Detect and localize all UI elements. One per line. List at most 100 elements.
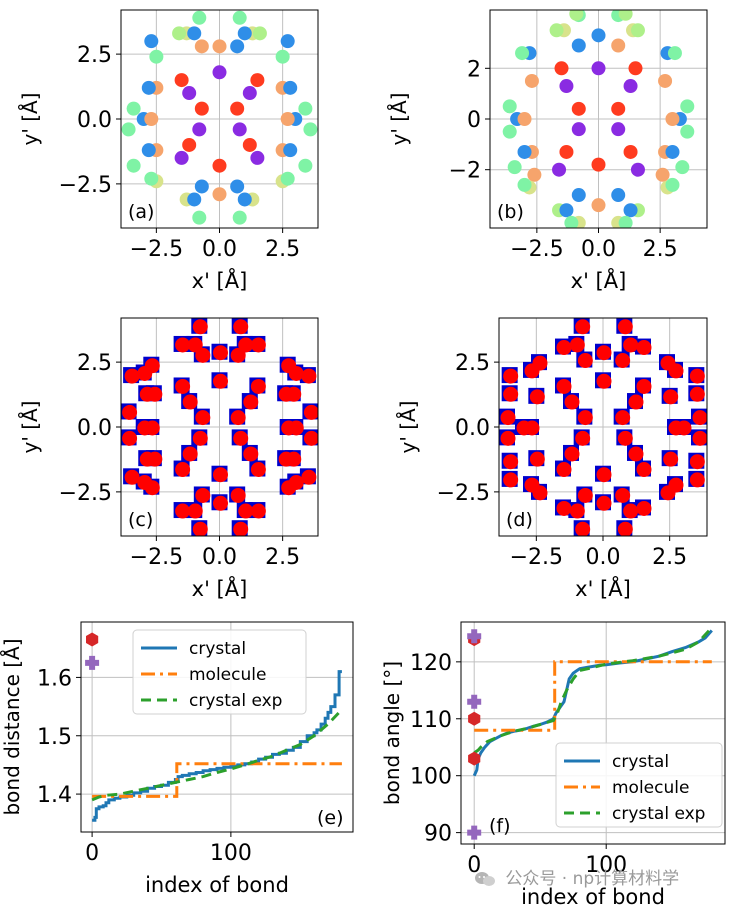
chart-panel-1: −2.5 0.0 2.5 −2 0 2 x' [Å] y' [Å] (b) [387,9,708,293]
predicted-dot [233,319,249,335]
scatter-point [667,46,682,61]
predicted-dot [689,472,705,488]
scatter-point [559,79,574,94]
predicted-dot [182,446,198,462]
predicted-dot [628,394,644,410]
scatter-point [242,137,257,152]
series-line-crystal-exp [91,708,343,802]
scatter-point [144,171,159,186]
x-axis-label: x' [Å] [571,267,627,293]
scatter-point [144,112,159,126]
predicted-dot [532,355,548,371]
x-tick-label: 0.0 [581,237,616,262]
predicted-dot [615,353,631,369]
predicted-dot [233,430,249,446]
scatter-point [554,61,569,76]
y-tick-label: 120 [410,651,452,676]
y-tick-label: 2 [467,57,481,82]
scatter-point [611,188,626,203]
scatter-point [571,188,586,203]
series-line-crystal-exp [473,626,713,755]
predicted-dot [596,373,612,389]
scatter-point [212,158,227,173]
scatter-point [283,80,298,95]
predicted-dot [250,462,266,478]
predicted-dot [301,368,317,384]
y-tick-label: 110 [410,708,452,733]
scatter-point [630,23,645,38]
scatter-point [230,179,245,194]
predicted-dot [122,404,138,420]
plot-area [499,318,707,536]
legend: crystal molecule crystal exp [555,742,723,828]
hexagon-marker [86,632,99,647]
predicted-dot [195,410,211,426]
predicted-dot [230,347,246,363]
scatter-point [591,198,606,213]
panel-label: (e) [317,807,344,829]
predicted-dot [577,353,593,369]
scatter-point [618,10,633,21]
scatter-point [675,160,690,175]
predicted-dot [500,430,516,446]
legend-label: crystal exp [189,691,282,711]
scatter-point [144,34,159,49]
scatter-point [141,80,156,95]
predicted-dot [250,378,266,394]
hexagon-marker [468,711,481,726]
predicted-dot [124,368,140,384]
predicted-dot [524,420,540,436]
scatter-point [507,160,522,175]
scatter-point [141,143,156,158]
x-tick-label: 100 [210,841,252,866]
predicted-dot [615,487,631,503]
scatter-point [280,171,295,186]
scatter-point [126,101,141,116]
panel-label: (d) [506,509,533,531]
scatter-point [192,122,207,137]
scatter-point [212,65,227,80]
scatter-point [230,39,245,54]
y-tick-label: 2.5 [455,351,490,376]
chart-panel-4: crystal molecule crystal exp 0 100 1.4 1.5 1.6 i… [0,621,354,897]
plus-marker [85,655,100,670]
predicted-dot [192,521,208,536]
scatter-point [187,192,202,207]
y-axis-label: bond angle [°] [380,661,404,805]
scatter-point [187,26,202,41]
predicted-dot [175,378,191,394]
scatter-point [628,61,643,76]
x-axis-label: index of bond [521,885,665,909]
predicted-dot [503,454,519,470]
scatter-point [212,187,227,202]
predicted-dot [577,487,593,503]
scatter-point [232,122,247,137]
predicted-dot [281,420,297,436]
predicted-dot [250,503,266,519]
plus-marker [467,629,482,644]
x-tick-label: −2.5 [510,545,563,570]
predicted-dot [195,487,211,503]
scatter-point [517,177,532,192]
predicted-dot [182,394,198,410]
predicted-dot [213,373,228,389]
y-tick-label: −2 [449,159,481,184]
y-tick-label: 100 [410,765,452,790]
chart-panel-0: −2.5 0.0 2.5 −2.5 0.0 2.5 x' [Å] y' [Å] (a) [18,9,319,293]
panel-label: (f) [489,815,511,837]
scatter-point [174,73,189,88]
x-axis-label: x' [Å] [192,575,248,601]
predicted-dot [243,394,259,410]
predicted-dot [230,410,246,426]
predicted-dot [575,521,591,536]
predicted-dot [636,340,652,356]
predicted-dot [564,446,580,462]
scatter-point [658,73,673,88]
scatter-point [250,73,265,88]
scatter-point [252,26,267,41]
scatter-point [194,39,209,54]
plot-area [121,10,318,225]
chart-panel-2: −2.5 0.0 2.5 −2.5 0.0 2.5 x' [Å] y' [Å] (c) [18,317,319,601]
predicted-dot [230,487,246,503]
